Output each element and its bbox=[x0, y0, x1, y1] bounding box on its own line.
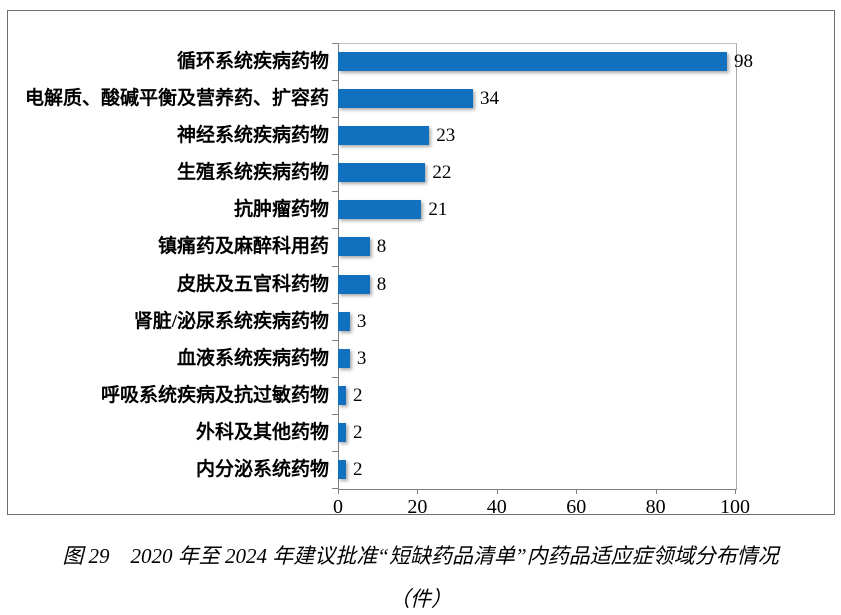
category-label: 外科及其他药物 bbox=[195, 421, 329, 443]
bar-track: 22 bbox=[338, 154, 735, 191]
category-label: 循环系统疾病药物 bbox=[176, 51, 329, 73]
bar bbox=[338, 237, 370, 257]
bar-row: 内分泌系统药物 2 bbox=[8, 451, 748, 488]
data-label: 2 bbox=[352, 458, 363, 480]
data-label: 8 bbox=[376, 236, 387, 258]
category-label: 肾脏/泌尿系统疾病药物 bbox=[133, 310, 329, 332]
y-axis-tick bbox=[332, 339, 338, 341]
bar-row: 电解质、酸碱平衡及营养药、扩容药 34 bbox=[8, 80, 748, 117]
bar-track: 2 bbox=[338, 451, 735, 488]
y-axis-tick bbox=[332, 450, 338, 452]
caption-title: 图 29 2020 年至 2024 年建议批准“短缺药品清单”内药品适应症领域分… bbox=[62, 544, 779, 568]
bar bbox=[338, 348, 350, 368]
bar-track: 23 bbox=[338, 117, 735, 154]
category-label: 抗肿瘤药物 bbox=[233, 199, 329, 221]
y-axis-tick bbox=[332, 154, 338, 156]
y-axis-tick bbox=[332, 80, 338, 82]
bar-track: 3 bbox=[338, 340, 735, 377]
data-label: 21 bbox=[428, 199, 448, 221]
x-axis-tick-label: 60 bbox=[566, 496, 587, 518]
data-label: 8 bbox=[376, 273, 387, 295]
y-axis-tick bbox=[332, 376, 338, 378]
y-axis-tick bbox=[332, 488, 338, 489]
figure-caption: 图 29 2020 年至 2024 年建议批准“短缺药品清单”内药品适应症领域分… bbox=[0, 546, 841, 610]
category-label: 生殖系统疾病药物 bbox=[176, 162, 329, 184]
bar bbox=[338, 274, 370, 294]
x-axis-tick bbox=[338, 489, 339, 494]
bar-row: 呼吸系统疾病及抗过敏药物 2 bbox=[8, 377, 748, 414]
bar bbox=[338, 385, 346, 405]
x-axis-tick-label: 20 bbox=[407, 496, 428, 518]
category-label: 呼吸系统疾病及抗过敏药物 bbox=[100, 384, 329, 406]
bar bbox=[338, 200, 422, 220]
category-label: 神经系统疾病药物 bbox=[176, 125, 329, 147]
bar-row: 神经系统疾病药物 23 bbox=[8, 117, 748, 154]
bar bbox=[338, 459, 346, 479]
bar-track: 2 bbox=[338, 414, 735, 451]
bar-row: 镇痛药及麻醉科用药 8 bbox=[8, 228, 748, 265]
x-axis-tick-label: 40 bbox=[486, 496, 507, 518]
bar-row: 肾脏/泌尿系统疾病药物 3 bbox=[8, 303, 748, 340]
bar-track: 3 bbox=[338, 303, 735, 340]
category-label: 电解质、酸碱平衡及营养药、扩容药 bbox=[24, 88, 329, 110]
bar-row: 血液系统疾病药物 3 bbox=[8, 340, 748, 377]
y-axis-tick bbox=[332, 265, 338, 267]
x-axis-tick-label: 80 bbox=[645, 496, 666, 518]
caption-unit: （件） bbox=[389, 587, 452, 611]
data-label: 34 bbox=[479, 88, 499, 110]
bar-rows: 循环系统疾病药物 98 电解质、酸碱平衡及营养药、扩容药 34 神经系统疾病药物 23 生殖… bbox=[8, 43, 753, 488]
bar bbox=[338, 311, 350, 331]
category-label: 皮肤及五官科药物 bbox=[176, 273, 329, 295]
chart-frame: 循环系统疾病药物 98 电解质、酸碱平衡及营养药、扩容药 34 神经系统疾病药物 23 生殖… bbox=[7, 10, 835, 518]
bar-row: 外科及其他药物 2 bbox=[8, 414, 748, 451]
y-axis-tick bbox=[332, 228, 338, 230]
data-label: 2 bbox=[352, 384, 363, 406]
bar-track: 8 bbox=[338, 228, 735, 265]
bar bbox=[338, 52, 728, 72]
data-label: 3 bbox=[356, 347, 367, 369]
x-axis-tick bbox=[655, 489, 657, 494]
bar-track: 21 bbox=[338, 191, 735, 228]
category-label: 内分泌系统药物 bbox=[195, 458, 329, 480]
category-label: 镇痛药及麻醉科用药 bbox=[157, 236, 329, 258]
bar bbox=[338, 89, 473, 109]
bar-row: 抗肿瘤药物 21 bbox=[8, 191, 748, 228]
bar bbox=[338, 422, 346, 442]
bar bbox=[338, 126, 430, 146]
data-label: 2 bbox=[352, 421, 363, 443]
x-axis-tick bbox=[735, 489, 736, 494]
plot-area bbox=[338, 43, 737, 490]
data-label: 98 bbox=[734, 51, 754, 73]
y-axis-tick bbox=[332, 117, 338, 119]
data-label: 23 bbox=[436, 125, 456, 147]
bar-track: 2 bbox=[338, 377, 735, 414]
bar-track: 98 bbox=[338, 43, 753, 80]
data-label: 22 bbox=[432, 162, 452, 184]
x-axis-tick bbox=[417, 489, 419, 494]
y-axis-tick bbox=[332, 43, 338, 44]
bar-row: 皮肤及五官科药物 8 bbox=[8, 265, 748, 302]
y-axis-tick bbox=[332, 191, 338, 193]
bar bbox=[338, 163, 426, 183]
data-label: 3 bbox=[356, 310, 367, 332]
y-axis-tick bbox=[332, 413, 338, 415]
x-axis-tick bbox=[576, 489, 578, 494]
y-axis-tick bbox=[332, 302, 338, 304]
x-axis-tick-label: 100 bbox=[720, 496, 750, 518]
x-axis-tick-label: 0 bbox=[333, 496, 343, 518]
x-axis-tick bbox=[496, 489, 498, 494]
bar-track: 8 bbox=[338, 265, 735, 302]
bar-row: 生殖系统疾病药物 22 bbox=[8, 154, 748, 191]
bar-row: 循环系统疾病药物 98 bbox=[8, 43, 753, 80]
category-label: 血液系统疾病药物 bbox=[176, 347, 329, 369]
bar-track: 34 bbox=[338, 80, 735, 117]
